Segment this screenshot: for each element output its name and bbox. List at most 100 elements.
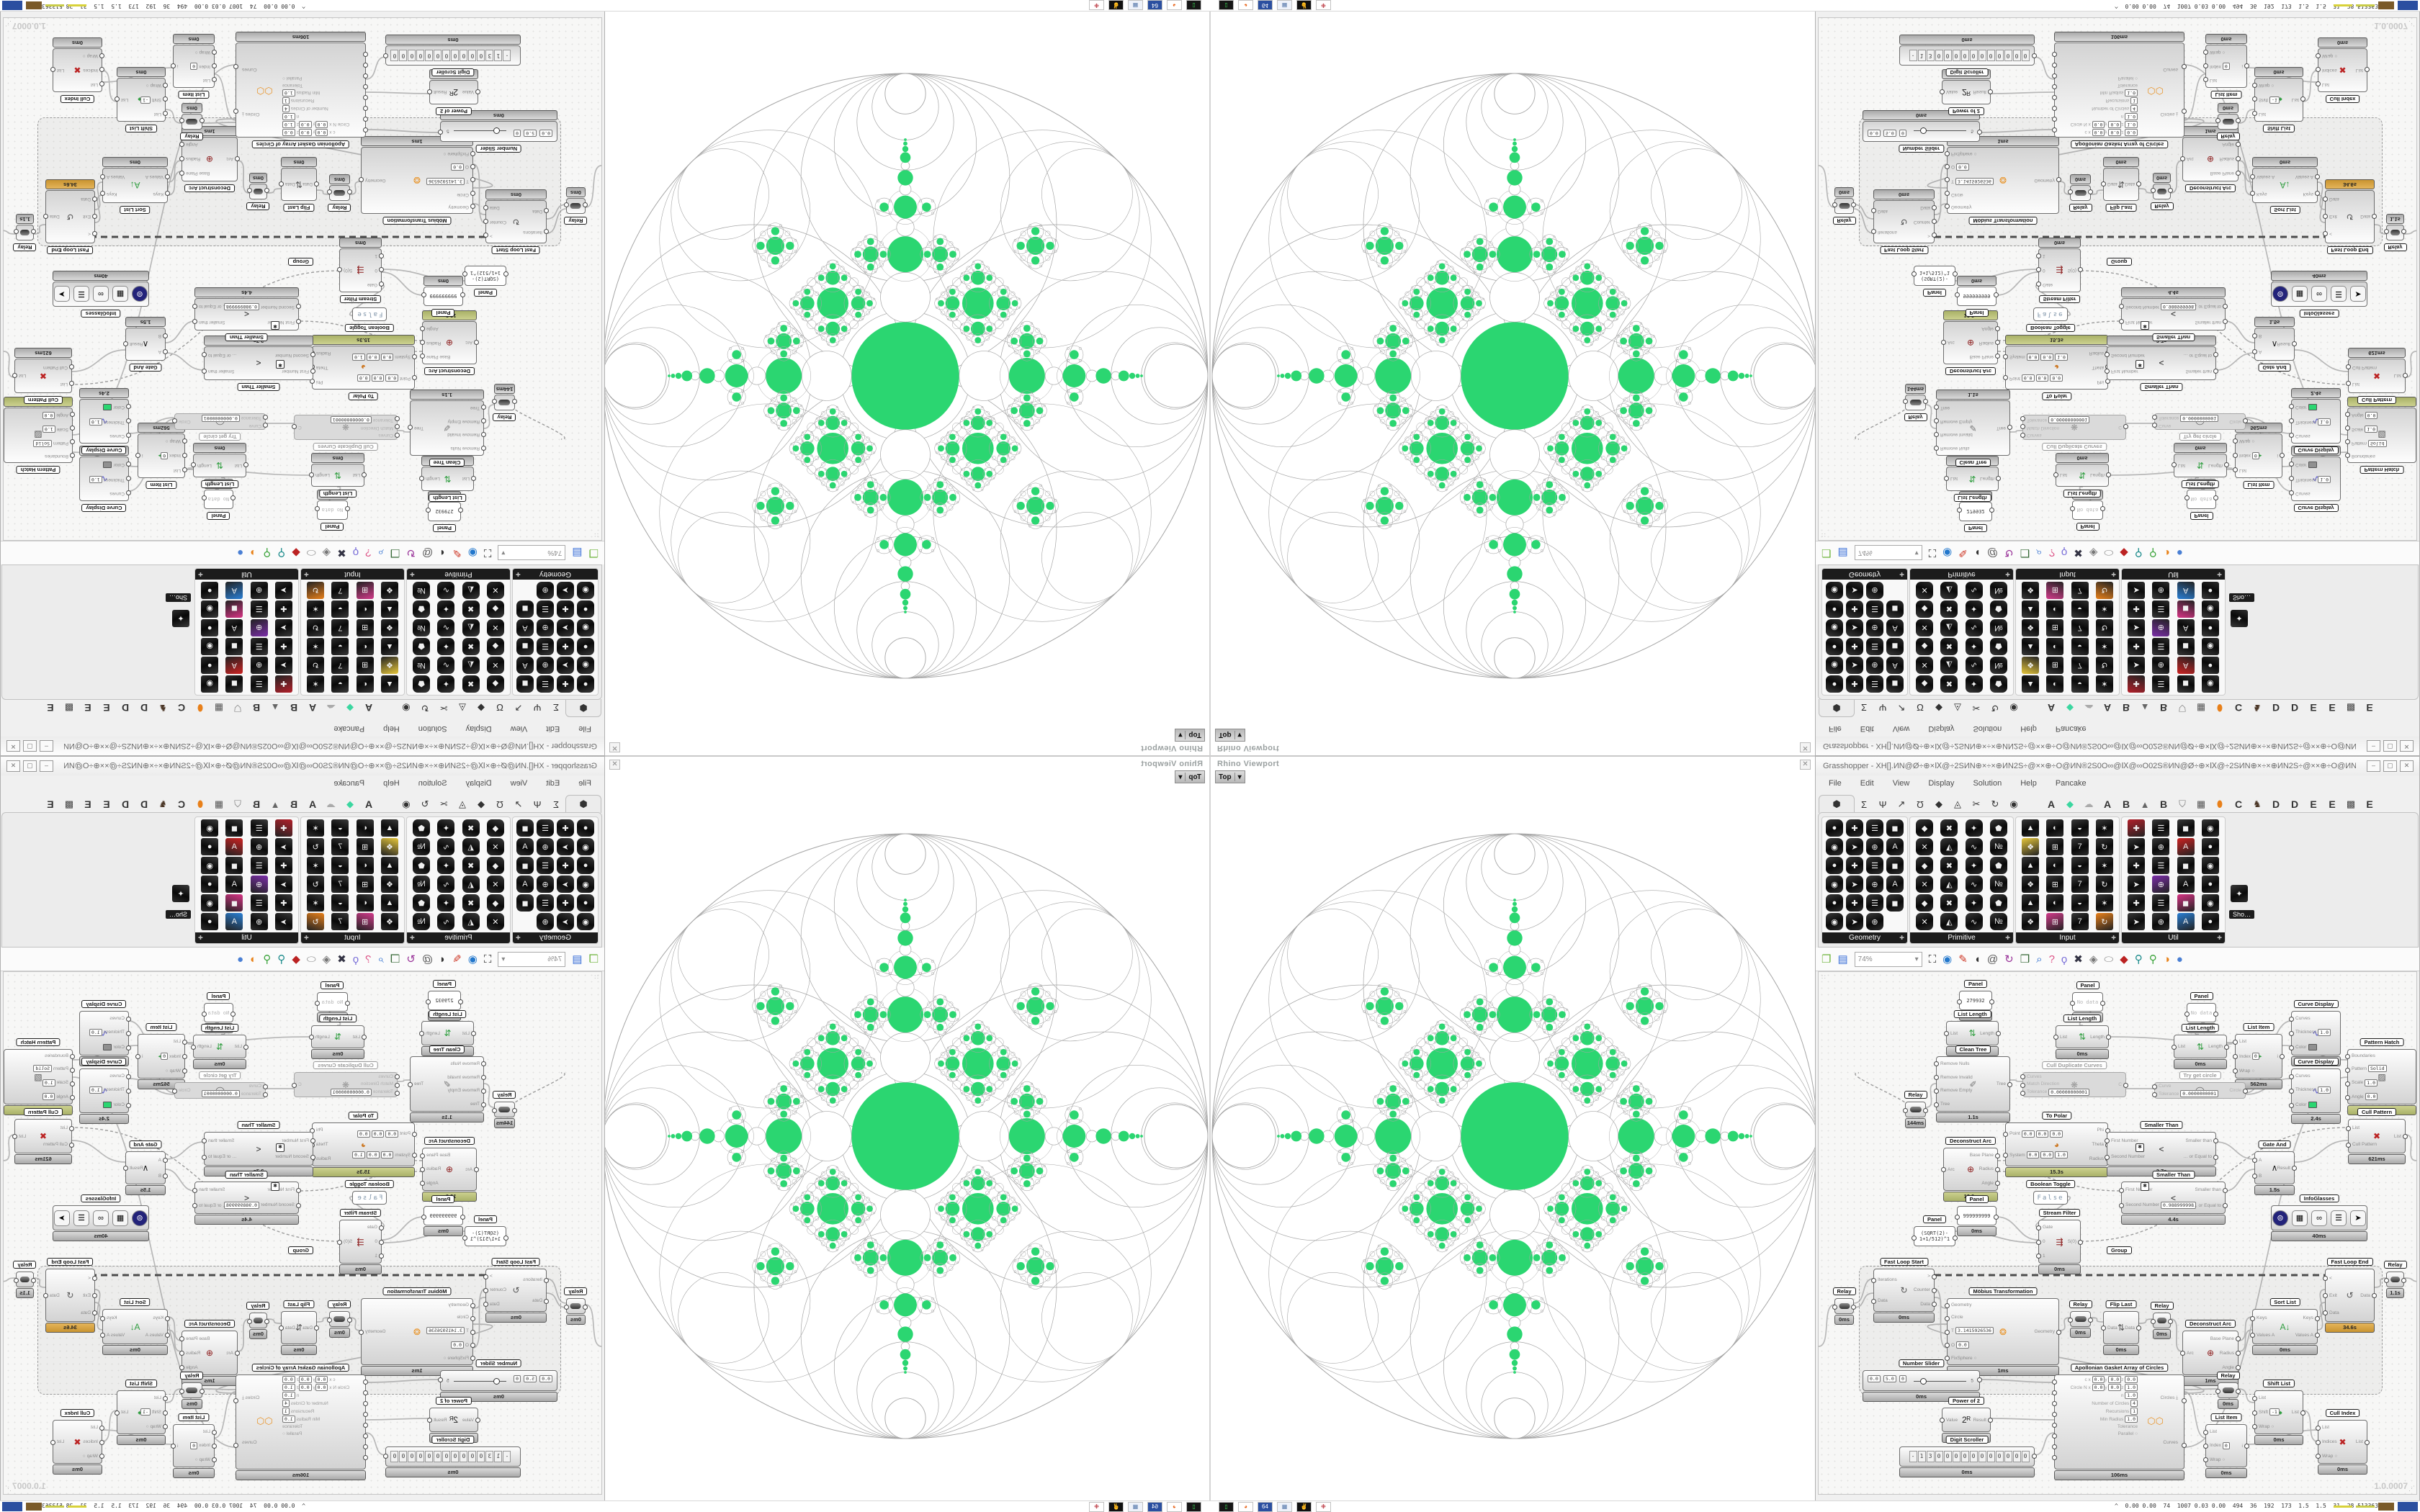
node-body[interactable]: Boundaries Pattern Solid Scale 1.0 Angle 0.0 ▨ <box>2345 408 2416 463</box>
palette-component-icon[interactable]: ◼ <box>516 638 534 655</box>
palette-component-icon[interactable]: ● <box>201 619 219 636</box>
palette-component-icon[interactable]: ● <box>1826 675 1843 693</box>
node-body[interactable]: First Number Second Number Smaller than… o… <box>2105 1132 2218 1166</box>
digit-cell[interactable]: 1 <box>1917 50 1926 61</box>
digit-cell[interactable]: 0 <box>442 50 451 61</box>
menu-item-view[interactable]: View <box>1892 724 1910 733</box>
palette-component-icon[interactable]: ➤ <box>557 838 574 855</box>
port-pin[interactable] <box>70 1081 75 1086</box>
palette-component-icon[interactable]: A <box>1886 619 1904 636</box>
palette-component-icon[interactable]: ⊞ <box>356 913 374 930</box>
node-body[interactable] <box>247 184 269 199</box>
gh-node-smaller-than[interactable]: Smaller Than First Number Second Number 0.9… <box>192 287 301 341</box>
tab-intersect-icon[interactable]: ✂ <box>1972 798 1981 809</box>
gh-node-fast-loop-end[interactable]: Fast Loop End < Exit Data Data ↺ 34.6s <box>43 1258 97 1333</box>
palette-component-icon[interactable]: ↻ <box>2095 838 2113 855</box>
port-pin[interactable] <box>2316 1425 2321 1431</box>
node-body[interactable]: First Number Second Number Smaller than… o… <box>2105 346 2218 380</box>
port-pin[interactable] <box>2316 1454 2321 1459</box>
toolbar-ball-orange-icon[interactable]: ◑ <box>2163 546 2170 559</box>
port-pin[interactable] <box>126 476 131 481</box>
palette-component-icon[interactable]: ◉ <box>2201 894 2219 912</box>
tab-intersect-icon[interactable]: ✂ <box>1972 703 1981 714</box>
status-floppy-64-icon[interactable]: 64 <box>1147 1502 1162 1512</box>
grasshopper-titlebar[interactable]: Grasshopper - XH[].ИN@Ø÷⊕×Ⅸ@÷2SИN⊕×÷×⊕ИN… <box>1 737 604 755</box>
port-pin[interactable] <box>2036 253 2041 258</box>
gh-node-relay[interactable]: Relay 0ms <box>327 1300 352 1338</box>
palette-component-icon[interactable]: ✶ <box>307 638 325 655</box>
palette-component-icon[interactable]: № <box>413 876 431 893</box>
port-pin[interactable] <box>2243 1088 2248 1094</box>
node-body[interactable]: List Indices Wrap ○ List ✖ <box>2316 48 2370 92</box>
palette-component-icon[interactable]: ◼ <box>2177 819 2195 837</box>
palette-component-icon[interactable]: ▲ <box>380 819 398 837</box>
menu-item-file[interactable]: File <box>578 779 591 788</box>
toolbar-save-file-icon[interactable]: ▤ <box>1837 546 1848 559</box>
palette-component-icon[interactable]: ➤ <box>274 582 292 599</box>
value-box[interactable]: 0.0 <box>315 1375 328 1383</box>
toolbar-sketch-pen-icon[interactable]: ✎ <box>1958 546 1968 559</box>
node-body[interactable]: 999999999 <box>1955 1206 1999 1225</box>
value-box[interactable]: 1.0 <box>282 121 295 129</box>
digit-cell[interactable]: 0 <box>2004 50 2012 61</box>
palette-component-icon[interactable]: A <box>516 657 534 674</box>
port-pin[interactable] <box>100 191 105 197</box>
palette-component-icon[interactable]: ◼ <box>225 600 243 618</box>
status-floppy-64-icon[interactable]: 64 <box>1258 1502 1273 1512</box>
digit-cell[interactable]: 0 <box>451 50 460 61</box>
port-pin[interactable] <box>1932 204 1937 210</box>
port-pin[interactable] <box>212 1429 217 1435</box>
palette-component-icon[interactable]: ✶ <box>307 675 325 693</box>
tab-curve-icon[interactable]: Ʊ <box>496 798 503 810</box>
palette-component-icon[interactable]: ◉ <box>201 600 219 618</box>
tab-plugin-a3[interactable]: A <box>2103 798 2112 810</box>
toolbar-info-cross-icon[interactable]: ✖ <box>337 546 346 559</box>
menu-item-solution[interactable]: Solution <box>418 779 447 788</box>
port-pin[interactable] <box>2003 375 2008 381</box>
port-pin[interactable] <box>362 472 367 477</box>
port-pin[interactable] <box>2346 364 2351 370</box>
palette-component-icon[interactable]: ☰ <box>250 638 268 655</box>
digit-cell[interactable]: 0 <box>425 50 434 61</box>
tab-plugin-blob[interactable]: ☁ <box>326 798 336 809</box>
tab-maths-icon[interactable]: Σ <box>552 798 560 810</box>
gh-node-to-polar[interactable]: To Polar Point 0.0 0.0 0.0 System 0.0 0.0 1.0 Phi… <box>2003 335 2110 400</box>
value-box[interactable]: 0 <box>161 452 169 459</box>
node-body[interactable]: List Cull Pattern List ✖ <box>2346 1119 2408 1153</box>
port-pin[interactable] <box>2292 1166 2297 1171</box>
node-body[interactable]: List Cull Pattern List ✖ <box>12 359 74 393</box>
palette-component-icon[interactable]: ❖ <box>2022 913 2040 930</box>
port-pin[interactable] <box>309 1035 314 1040</box>
gh-node-try-get-circle[interactable]: Try get circle Curve Tolerance 0.0000000001… <box>2152 413 2248 441</box>
gh-node-cull-index[interactable]: Cull Index List Indices Wrap ○ List ✖ 0ms <box>2316 37 2370 103</box>
value-box[interactable]: 0.0 <box>298 1383 312 1391</box>
toolbar-gha-loader-icon[interactable]: ↻ <box>2004 953 2014 966</box>
gh-node-fast-loop-end[interactable]: Fast Loop End < Exit Data Data ↺ 34.6s <box>2323 1258 2377 1333</box>
menu-item-display[interactable]: Display <box>1928 724 1955 733</box>
port-pin[interactable] <box>191 1044 196 1050</box>
palette-component-icon[interactable]: ● <box>201 838 219 855</box>
port-pin[interactable] <box>1934 1102 1939 1107</box>
digit-cell[interactable]: - <box>1909 1451 1917 1462</box>
node-body[interactable]: Keys Values A Keys Values A A↓ <box>100 1309 170 1344</box>
toolbar-view-eye-icon[interactable]: ◉ <box>1942 953 1953 966</box>
value-box[interactable]: -1 <box>140 1408 151 1416</box>
gh-node-list-length[interactable]: List Length List Length ⇅ 0ms <box>2172 1024 2229 1069</box>
tab-plugin-a0[interactable]: A <box>364 798 373 810</box>
value-box[interactable]: 0.0 <box>2050 1130 2063 1138</box>
port-pin[interactable] <box>1944 476 1949 481</box>
node-body[interactable]: No data <box>2070 992 2105 1012</box>
toolbar-finder-icon[interactable]: ⌕ <box>377 546 384 559</box>
port-pin[interactable] <box>408 425 413 431</box>
tab-plugin-e17[interactable]: E <box>47 798 54 810</box>
value-box[interactable]: 1 <box>282 97 290 105</box>
gh-node-deconstruct-arc[interactable]: Deconstruct Arc Arc Base Plane Radius Angle ⊕… <box>1941 310 2000 375</box>
palette-component-icon[interactable]: ☰ <box>537 675 554 693</box>
value-box[interactable]: 1.0 <box>42 1079 55 1086</box>
tab-plugin-b6[interactable]: B <box>2159 702 2168 714</box>
node-body[interactable]: First Number Second Number Smaller than… o… <box>202 1132 315 1166</box>
tab-plugin-shield[interactable]: ⛉ <box>234 703 241 714</box>
